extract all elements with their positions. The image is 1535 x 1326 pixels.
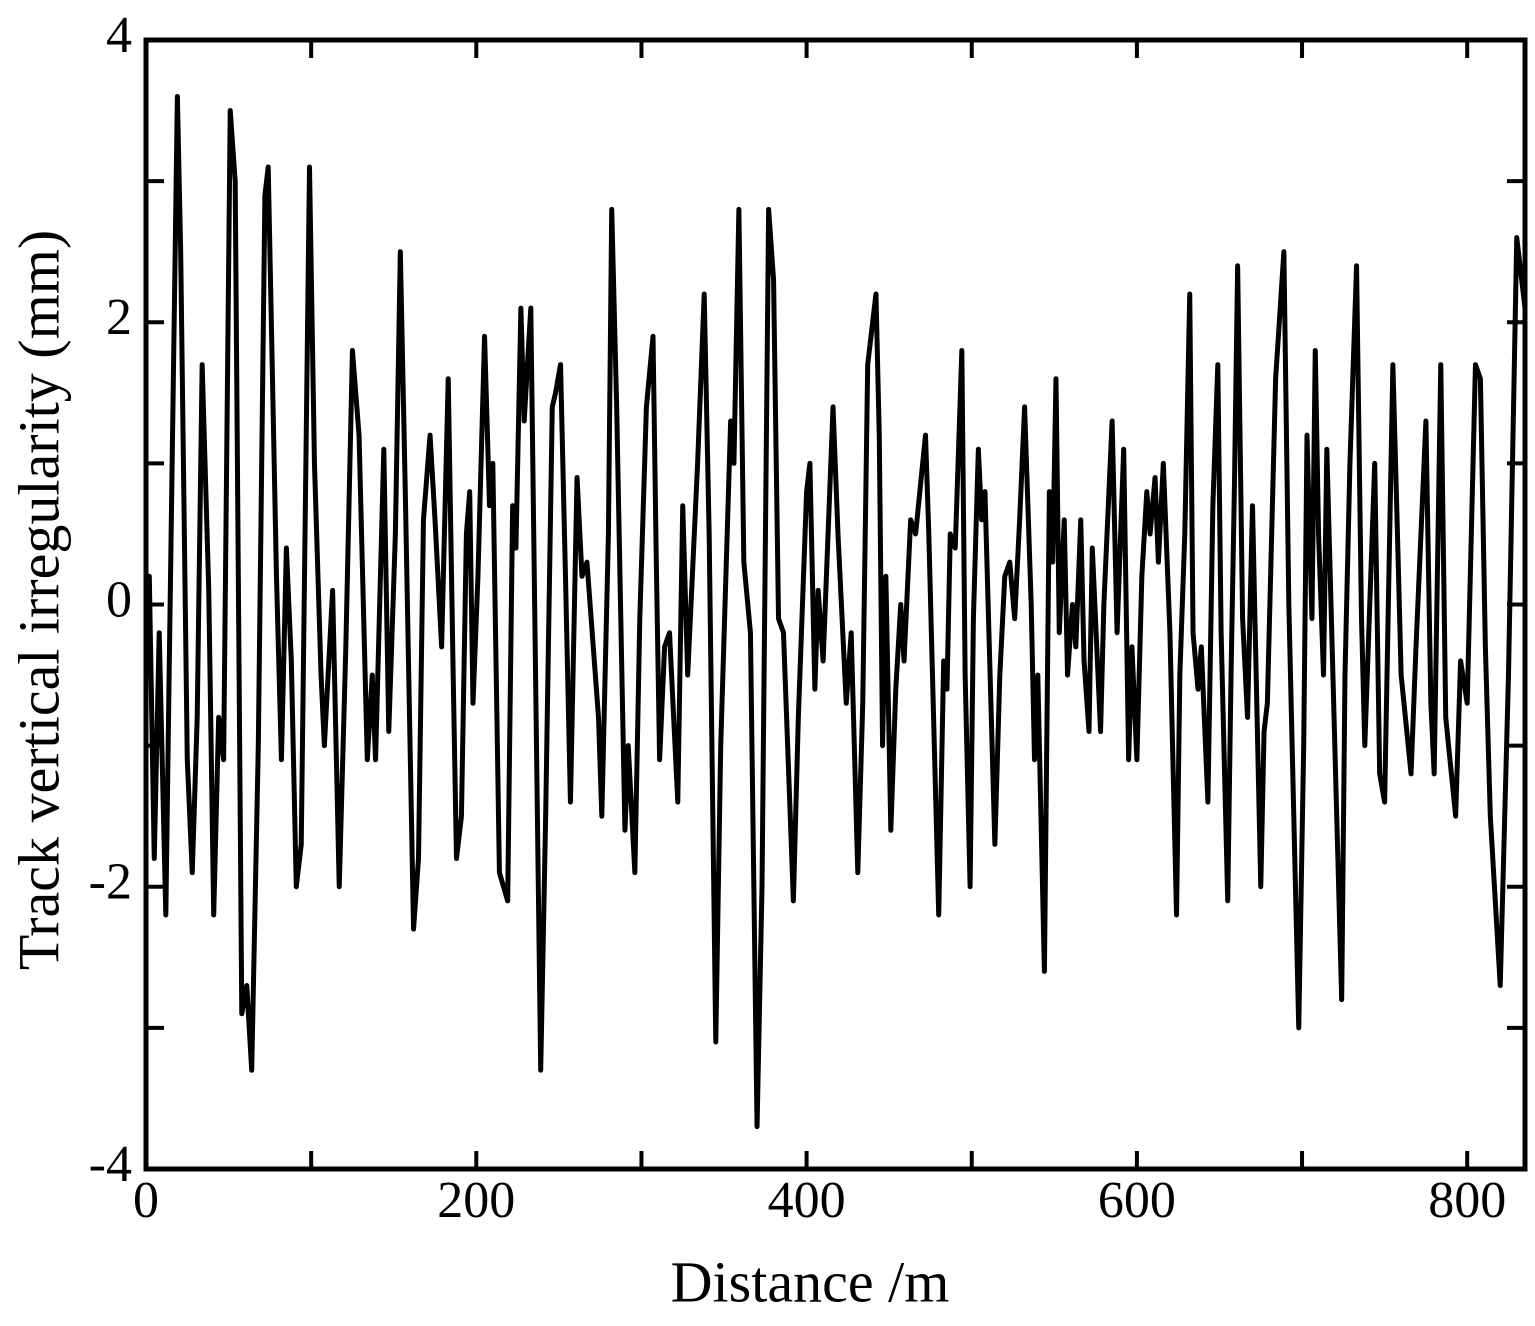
x-tick-label: 0 [133, 1172, 159, 1229]
x-tick-label: 800 [1428, 1172, 1506, 1229]
y-tick-label: -4 [89, 1136, 132, 1193]
x-tick-label: 600 [1098, 1172, 1176, 1229]
y-tick-label: 4 [106, 7, 132, 64]
y-tick-label: 2 [106, 289, 132, 346]
plot-frame [143, 37, 1528, 1172]
x-axis-label: Distance /m [671, 1249, 950, 1314]
x-tick-label: 200 [437, 1172, 515, 1229]
y-axis-label: Track vertical irregularity (mm) [6, 230, 71, 970]
y-tick-label: -2 [89, 854, 132, 911]
data-line [143, 93, 1528, 1130]
x-tick-label: 400 [768, 1172, 846, 1229]
y-tick-label: 0 [106, 571, 132, 628]
